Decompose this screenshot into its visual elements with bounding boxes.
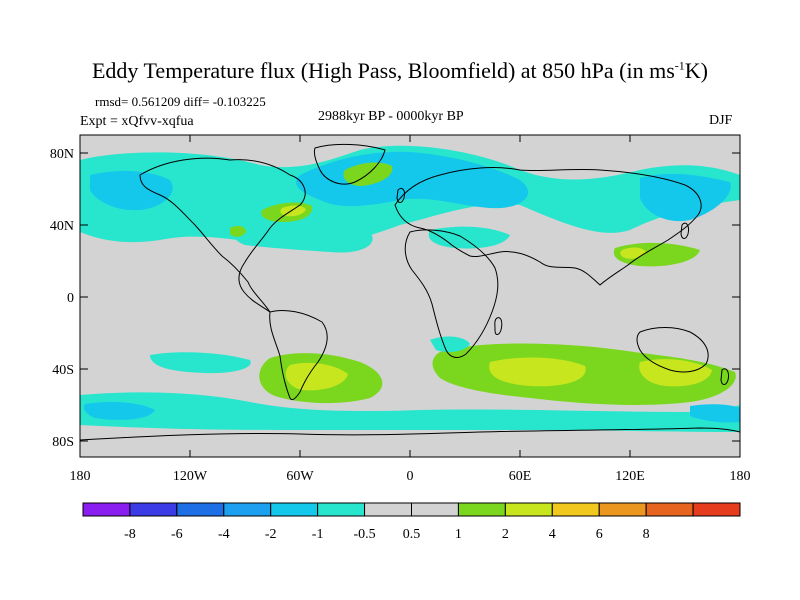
coast-australia	[636, 327, 709, 373]
lat-label-80s: 80S	[52, 435, 74, 450]
coast-africa	[404, 229, 499, 358]
nh-positive-westpacific-core	[620, 247, 646, 259]
lon-ticks	[79, 135, 741, 457]
period-label: 2988kyr BP - 0000kyr BP	[318, 109, 464, 124]
title-main: Eddy Temperature flux (High Pass, Bloomf…	[91, 58, 675, 83]
coast-greenland	[313, 143, 386, 185]
colorbar-box	[270, 502, 319, 517]
stats-line: rmsd= 0.561209 diff= -0.103225	[95, 94, 266, 109]
coast-antarctica	[80, 427, 740, 441]
colorbar-label: -8	[124, 527, 136, 542]
lon-label-0: 0	[407, 469, 414, 484]
coastlines	[80, 143, 740, 441]
colorbar-labels: -8 -6 -4 -2 -1 -0.5 0.5 1 2 4 6 8	[124, 527, 650, 542]
title-unit-tail: K)	[684, 58, 708, 83]
sh-negative-pacific	[150, 352, 251, 374]
flux-field	[80, 135, 740, 457]
sh-positive-southamerica-core	[285, 362, 348, 391]
lon-label-60w: 60W	[286, 469, 314, 484]
colorbar-box	[223, 502, 272, 517]
sh-negative-southafrica	[430, 336, 470, 352]
colorbar-label: 1	[455, 527, 462, 542]
colorbar-box	[411, 502, 459, 517]
sh-positive-australia-core	[639, 359, 712, 387]
nh-negative-core-pacific	[90, 170, 173, 211]
colorbar-box	[176, 502, 225, 517]
coast-madagascar	[494, 317, 503, 335]
nh-negative-band-atlantic-south	[233, 219, 373, 253]
lat-ticks	[80, 152, 740, 442]
coast-south-america	[269, 309, 328, 401]
colorbar-box	[645, 502, 694, 517]
colorbar-box	[129, 502, 178, 517]
sh-positive-indian-core	[489, 357, 586, 387]
colorbar-label: 8	[643, 527, 650, 542]
lon-label-180-east: 180	[730, 469, 751, 484]
colorbar-label: -2	[265, 527, 277, 542]
colorbar-box	[457, 502, 506, 517]
sh-negative-core-east	[690, 404, 740, 423]
coast-uk	[396, 187, 405, 203]
colorbar-box	[692, 502, 741, 517]
nh-negative-core-asia	[640, 173, 731, 222]
coast-japan	[680, 222, 689, 239]
colorbar-label: -6	[171, 527, 183, 542]
lon-label-60e: 60E	[509, 469, 532, 484]
colorbar-box	[598, 502, 647, 517]
colorbar-box	[364, 502, 413, 517]
colorbar-label: -0.5	[353, 527, 375, 542]
lat-label-80n: 80N	[50, 147, 74, 162]
lat-label-40s: 40S	[52, 363, 74, 378]
colorbar-label: 2	[502, 527, 509, 542]
coast-newzealand	[720, 368, 729, 385]
colorbar-box	[504, 502, 553, 517]
colorbar-box	[317, 502, 366, 517]
colorbar-label: -4	[218, 527, 230, 542]
lat-label-40n: 40N	[50, 219, 74, 234]
lon-label-120e: 120E	[615, 469, 645, 484]
colorbar-label: 6	[596, 527, 603, 542]
colorbar-box	[82, 502, 131, 517]
title-superscript: -1	[674, 58, 685, 73]
lon-label-180-west: 180	[70, 469, 91, 484]
lat-label-0: 0	[67, 291, 74, 306]
colorbar-label: 0.5	[403, 527, 421, 542]
figure-title: Eddy Temperature flux (High Pass, Bloomf…	[0, 58, 800, 84]
colorbar-label: 4	[549, 527, 556, 542]
nh-negative-core-atlantic	[296, 151, 529, 209]
coast-north-america	[139, 157, 306, 313]
coast-europe-asia	[394, 167, 702, 286]
nh-positive-eastpacific	[230, 225, 246, 237]
lon-label-120w: 120W	[173, 469, 208, 484]
colorbar-label: -1	[312, 527, 324, 542]
season-label: DJF	[709, 113, 733, 128]
colorbar	[82, 502, 741, 517]
sh-negative-core-west	[83, 402, 155, 420]
colorbar-box	[551, 502, 600, 517]
sh-negative-southern-ocean	[80, 392, 740, 432]
experiment-label: Expt = xQfvv-xqfua	[80, 114, 194, 129]
